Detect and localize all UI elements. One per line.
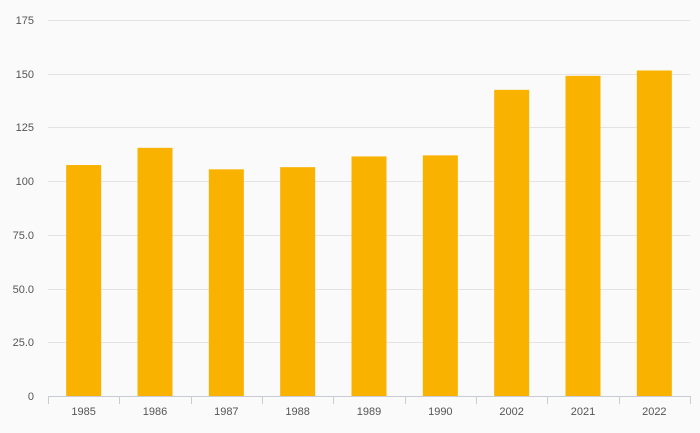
x-tick-label-1987: 1987 [214, 406, 238, 418]
bars [66, 70, 672, 397]
x-tick-label-1985: 1985 [71, 406, 95, 418]
y-tick-label-3: 75.0 [13, 230, 34, 242]
y-tick-label-5: 125 [16, 122, 34, 134]
y-tick-labels: 0 25.0 50.0 75.0 100 125 150 175 [13, 15, 34, 403]
x-tick-label-2021: 2021 [571, 406, 595, 418]
y-tick-label-2: 50.0 [13, 284, 34, 296]
bar-2021 [565, 75, 601, 397]
x-tick-label-1990: 1990 [428, 406, 452, 418]
x-tick-label-1989: 1989 [357, 406, 381, 418]
x-tick-label-2002: 2002 [499, 406, 523, 418]
y-tick-label-7: 175 [16, 15, 34, 27]
x-tick-label-1986: 1986 [143, 406, 167, 418]
y-tick-label-1: 25.0 [13, 337, 34, 349]
axes [48, 396, 691, 404]
bar-1990 [422, 155, 458, 396]
bar-1988 [280, 167, 316, 396]
bar-2002 [494, 89, 530, 396]
bar-1985 [66, 165, 102, 396]
bar-1989 [351, 156, 387, 396]
bar-1986 [137, 147, 173, 396]
x-tick-labels: 1985 1986 1987 1988 1989 1990 2002 2021 2022 [71, 406, 666, 418]
x-tick-label-2022: 2022 [642, 406, 666, 418]
y-tick-label-0: 0 [28, 391, 34, 403]
bar-2022 [636, 70, 672, 397]
y-tick-label-6: 150 [16, 69, 34, 81]
bar-1987 [208, 169, 244, 396]
x-tick-label-1988: 1988 [285, 406, 309, 418]
y-tick-label-4: 100 [16, 176, 34, 188]
